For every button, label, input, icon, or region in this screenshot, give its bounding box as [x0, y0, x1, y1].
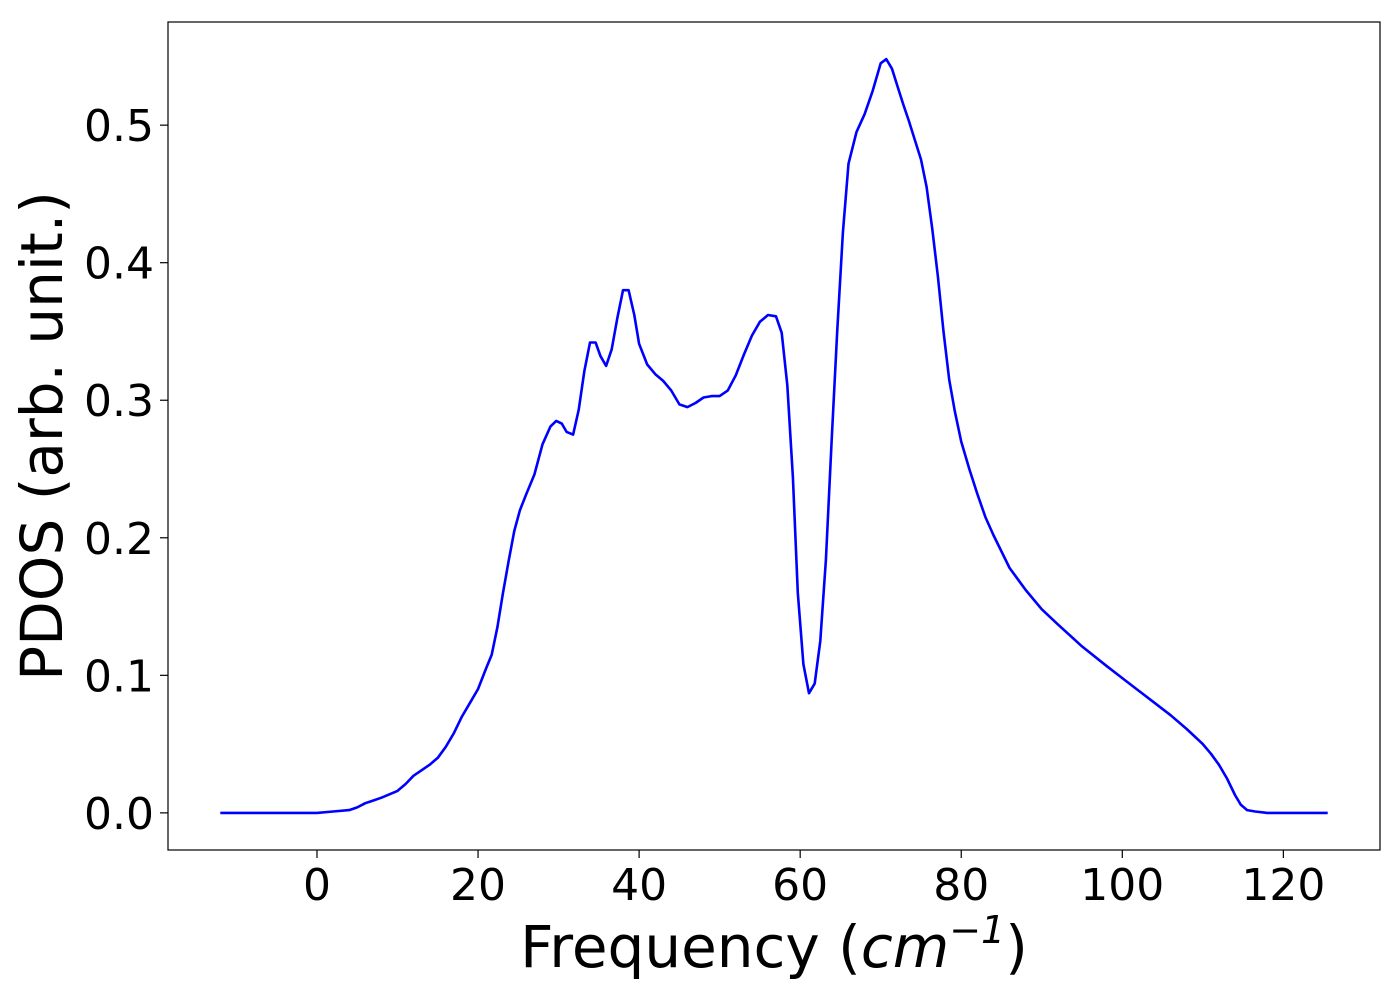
- x-tick-label: 100: [1080, 860, 1164, 911]
- pdos-series-line: [220, 57, 1328, 815]
- y-tick-label: 0.5: [84, 101, 154, 152]
- x-axis-label: Frequency (cm−1): [520, 908, 1028, 981]
- y-axis-label: PDOS (arb. unit.): [8, 191, 76, 681]
- y-tick-label: 0.1: [84, 651, 154, 702]
- y-tick-label: 0.3: [84, 376, 154, 427]
- y-axis: 0.0 0.1 0.2 0.3 0.4 0.5: [84, 101, 168, 840]
- x-tick-label: 60: [772, 860, 828, 911]
- x-tick-label: 40: [611, 860, 667, 911]
- y-tick-label: 0.2: [84, 514, 154, 565]
- x-tick-label: 120: [1241, 860, 1325, 911]
- plot-area-frame: [167, 21, 1381, 851]
- x-tick-label: 20: [450, 860, 506, 911]
- x-tick-label: 0: [303, 860, 331, 911]
- y-tick-label: 0.4: [84, 239, 154, 290]
- x-axis: 0 20 40 60 80 100 120: [303, 850, 1325, 911]
- x-tick-label: 80: [933, 860, 989, 911]
- y-tick-label: 0.0: [84, 789, 154, 840]
